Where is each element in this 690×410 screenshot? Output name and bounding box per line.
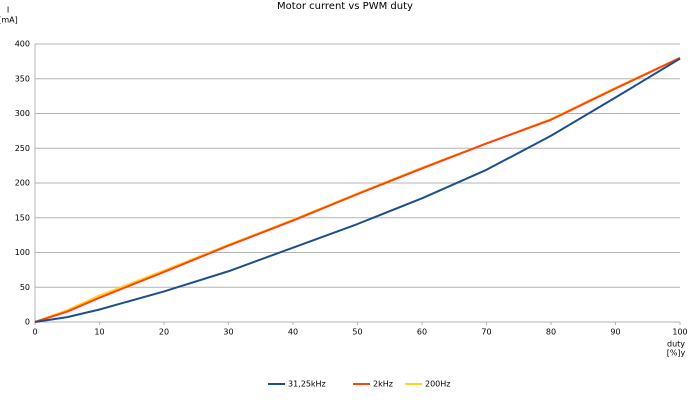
y-tick-label: 350 — [15, 74, 30, 83]
x-tick-label: 20 — [159, 328, 169, 337]
legend-label: 200Hz — [425, 380, 450, 389]
x-tick-label: 0 — [32, 328, 37, 337]
series-line — [34, 56, 681, 323]
legend-label: 2kHz — [373, 380, 393, 389]
x-tick-label: 30 — [223, 328, 233, 337]
y-tick-label: 100 — [15, 248, 30, 257]
x-tick-label: 80 — [546, 328, 556, 337]
series-line — [34, 56, 681, 323]
legend-label: 31,25kHz — [288, 380, 326, 389]
x-axis-label: [%]y — [667, 349, 686, 358]
y-tick-label: 50 — [20, 283, 30, 292]
x-tick-label: 70 — [481, 328, 491, 337]
y-tick-label: 250 — [15, 144, 30, 153]
y-axis-label: [mA] — [0, 16, 18, 25]
x-tick-label: 10 — [94, 328, 104, 337]
x-tick-label: 40 — [288, 328, 298, 337]
y-tick-label: 400 — [15, 40, 30, 49]
x-tick-label: 50 — [352, 328, 362, 337]
x-axis-label: duty — [667, 340, 685, 349]
x-tick-label: 90 — [610, 328, 620, 337]
y-tick-label: 200 — [15, 179, 30, 188]
y-axis-label: I — [7, 6, 9, 15]
y-tick-label: 300 — [15, 109, 30, 118]
y-tick-label: 0 — [25, 318, 30, 327]
y-tick-label: 150 — [15, 213, 30, 222]
x-tick-label: 60 — [417, 328, 427, 337]
chart-title: Motor current vs PWM duty — [277, 1, 413, 12]
x-tick-label: 100 — [672, 328, 687, 337]
series-line — [34, 57, 681, 323]
